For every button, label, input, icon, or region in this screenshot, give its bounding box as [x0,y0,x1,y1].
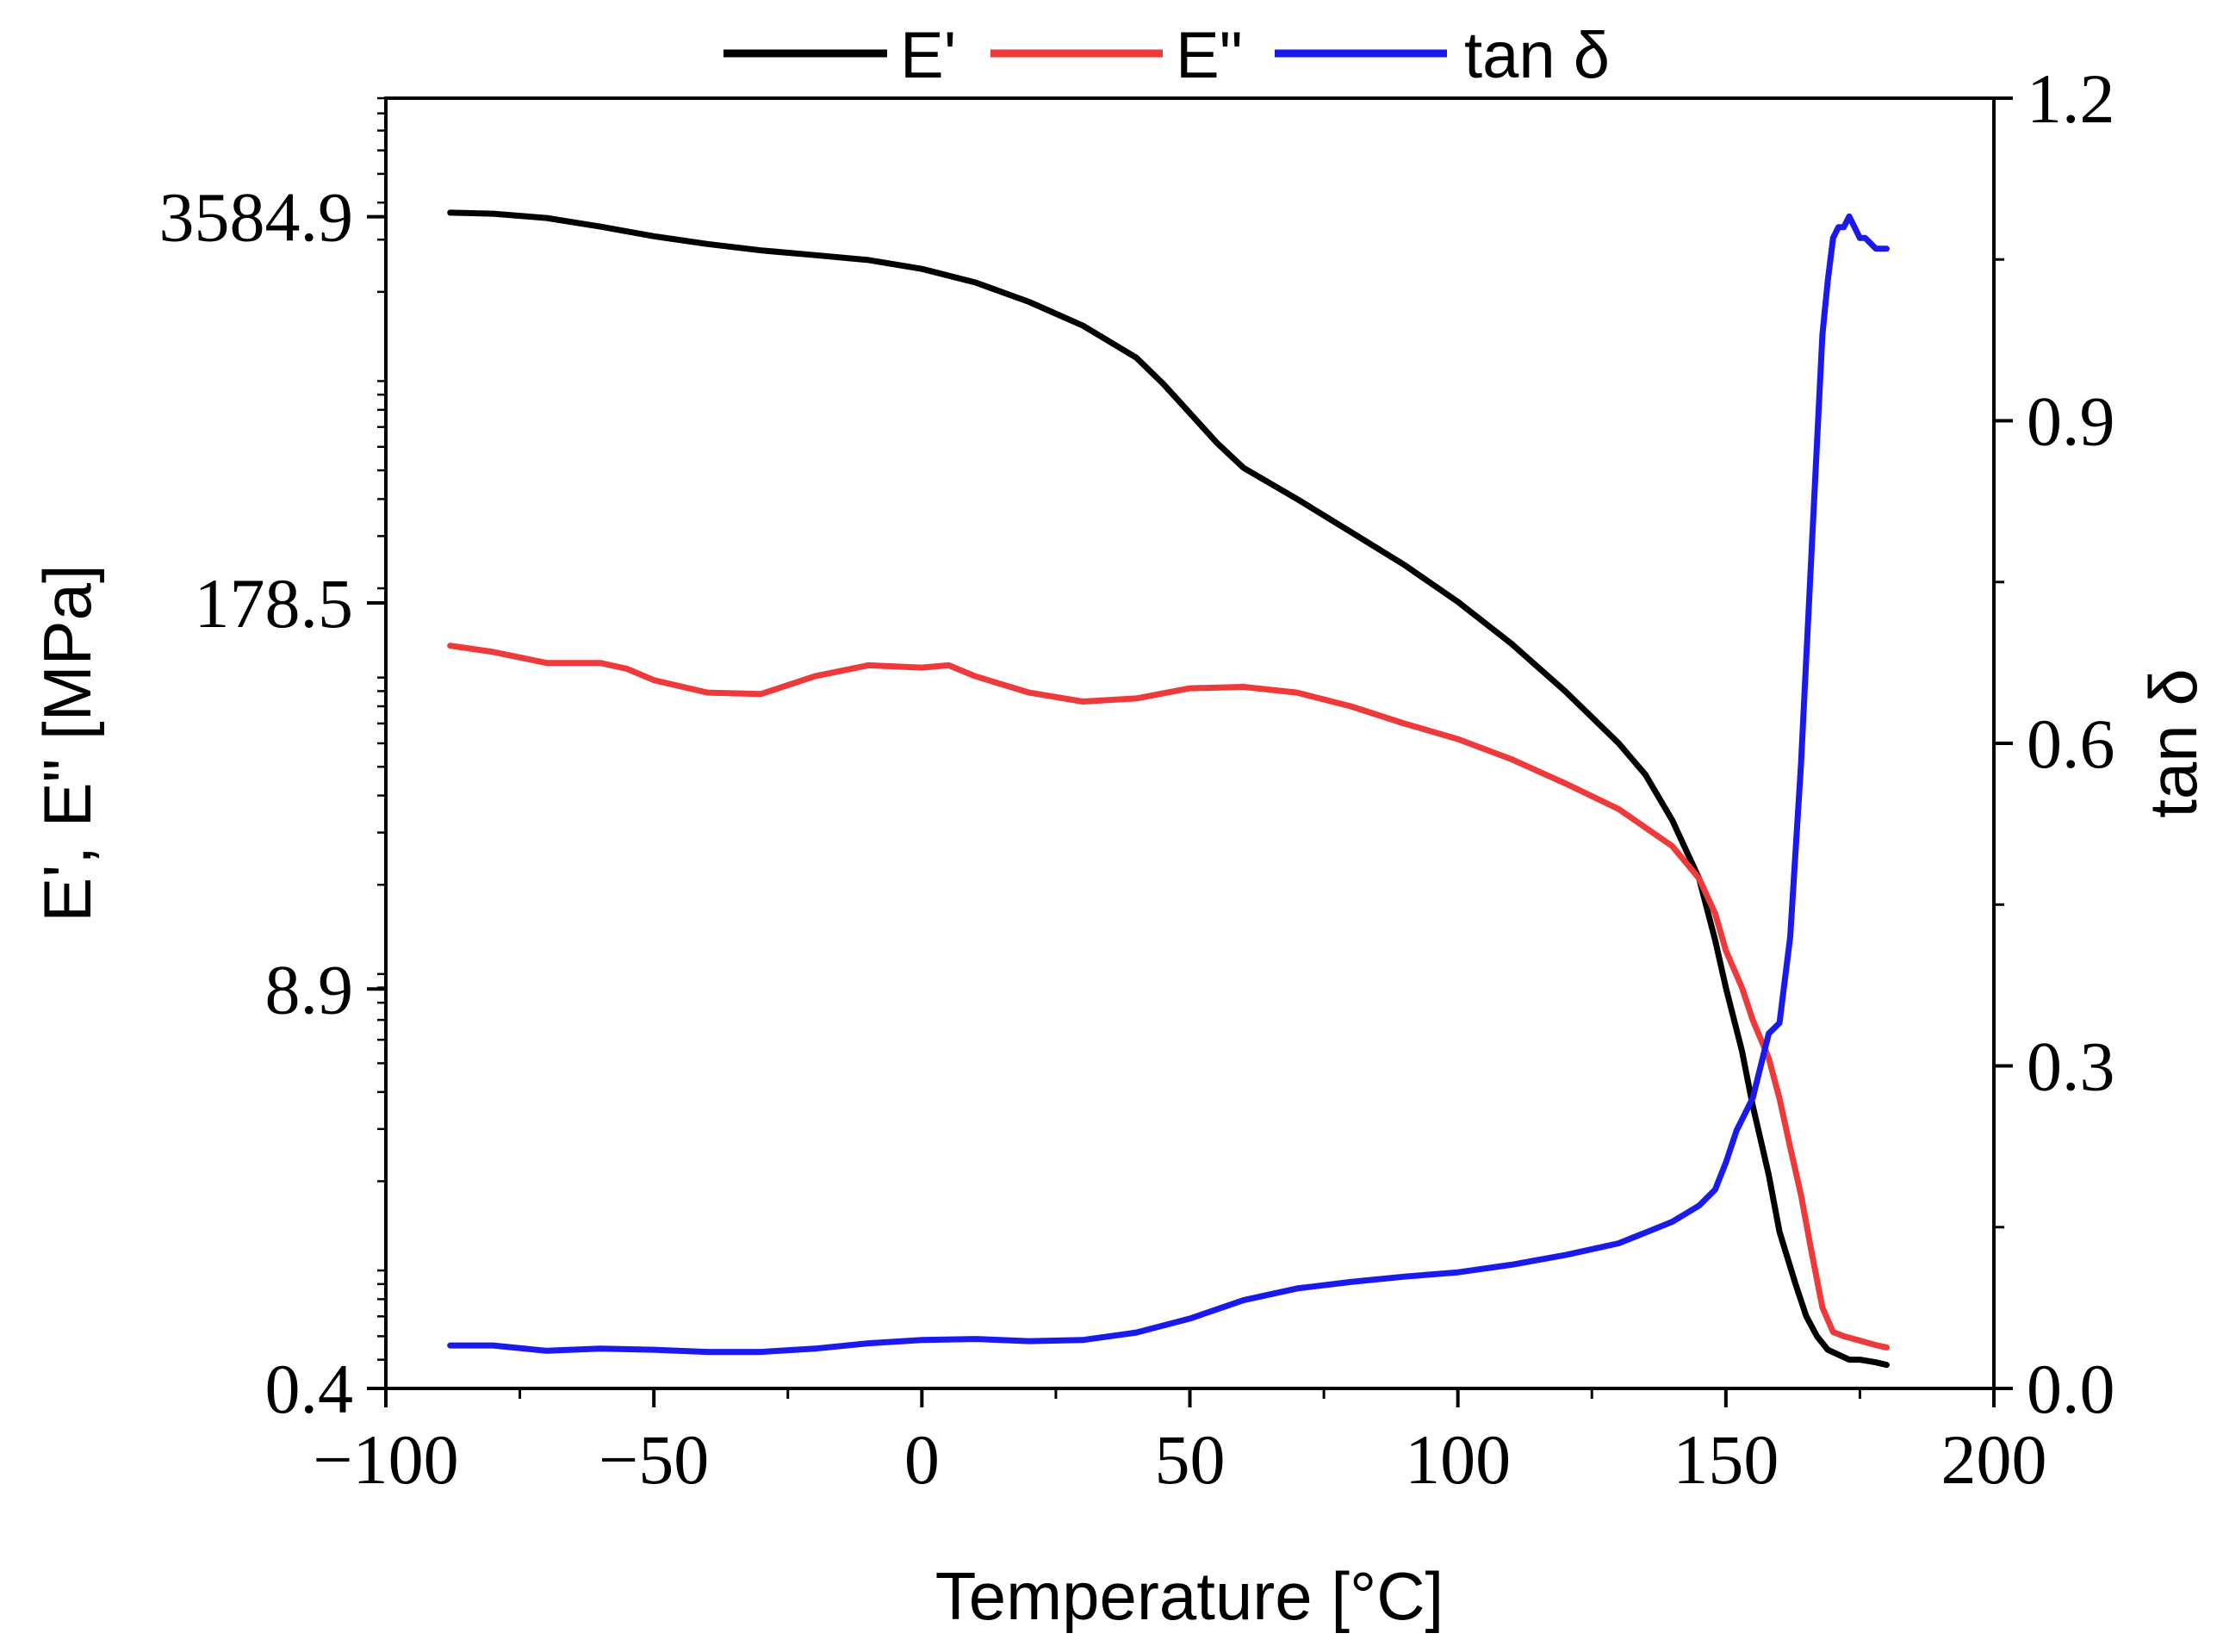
x-axis-title: Temperature [°C] [935,1558,1444,1634]
y-axis-title-left: E', E" [MPa] [29,564,105,922]
y-right-tick-label: 1.2 [2027,59,2115,138]
series-line-tan-delta [447,213,1890,1356]
x-tick-label: 0 [904,1420,940,1499]
y-left-tick-label: 178.5 [195,564,354,643]
y-right-tick-label: 0.9 [2027,382,2115,461]
series-line-e-prime [447,209,1890,1369]
y-right-tick-label: 0.0 [2027,1350,2115,1428]
x-tick-label: −50 [599,1420,709,1499]
x-tick-label: 100 [1405,1420,1511,1499]
x-tick-label: 200 [1941,1420,2047,1499]
series-line-e-double-prime [447,643,1890,1351]
tick-labels: −100 −50 0 50 100 150 200 0.4 8.9 178.5 3584.9 0.0 0… [159,59,2115,1499]
series-lines [447,209,1890,1369]
legend-label-e-prime: E' [900,19,956,92]
y-axis-title-right: tan δ [2135,668,2211,818]
y-left-tick-label: 8.9 [265,950,354,1028]
y-right-tick-label: 0.3 [2027,1028,2115,1106]
x-tick-label: 150 [1673,1420,1779,1499]
legend-label-e-double-prime: E" [1176,19,1243,92]
y-left-tick-label: 3584.9 [159,178,354,257]
axis-ticks [367,96,2013,1407]
legend-label-tan-delta: tan δ [1464,19,1610,92]
x-tick-label: −100 [313,1420,458,1499]
y-left-tick-label: 0.4 [265,1350,354,1428]
y-right-tick-label: 0.6 [2027,705,2115,783]
plot-frame [384,96,1996,1390]
x-tick-label: 50 [1155,1420,1226,1499]
legend: E' E" tan δ [723,19,1610,92]
